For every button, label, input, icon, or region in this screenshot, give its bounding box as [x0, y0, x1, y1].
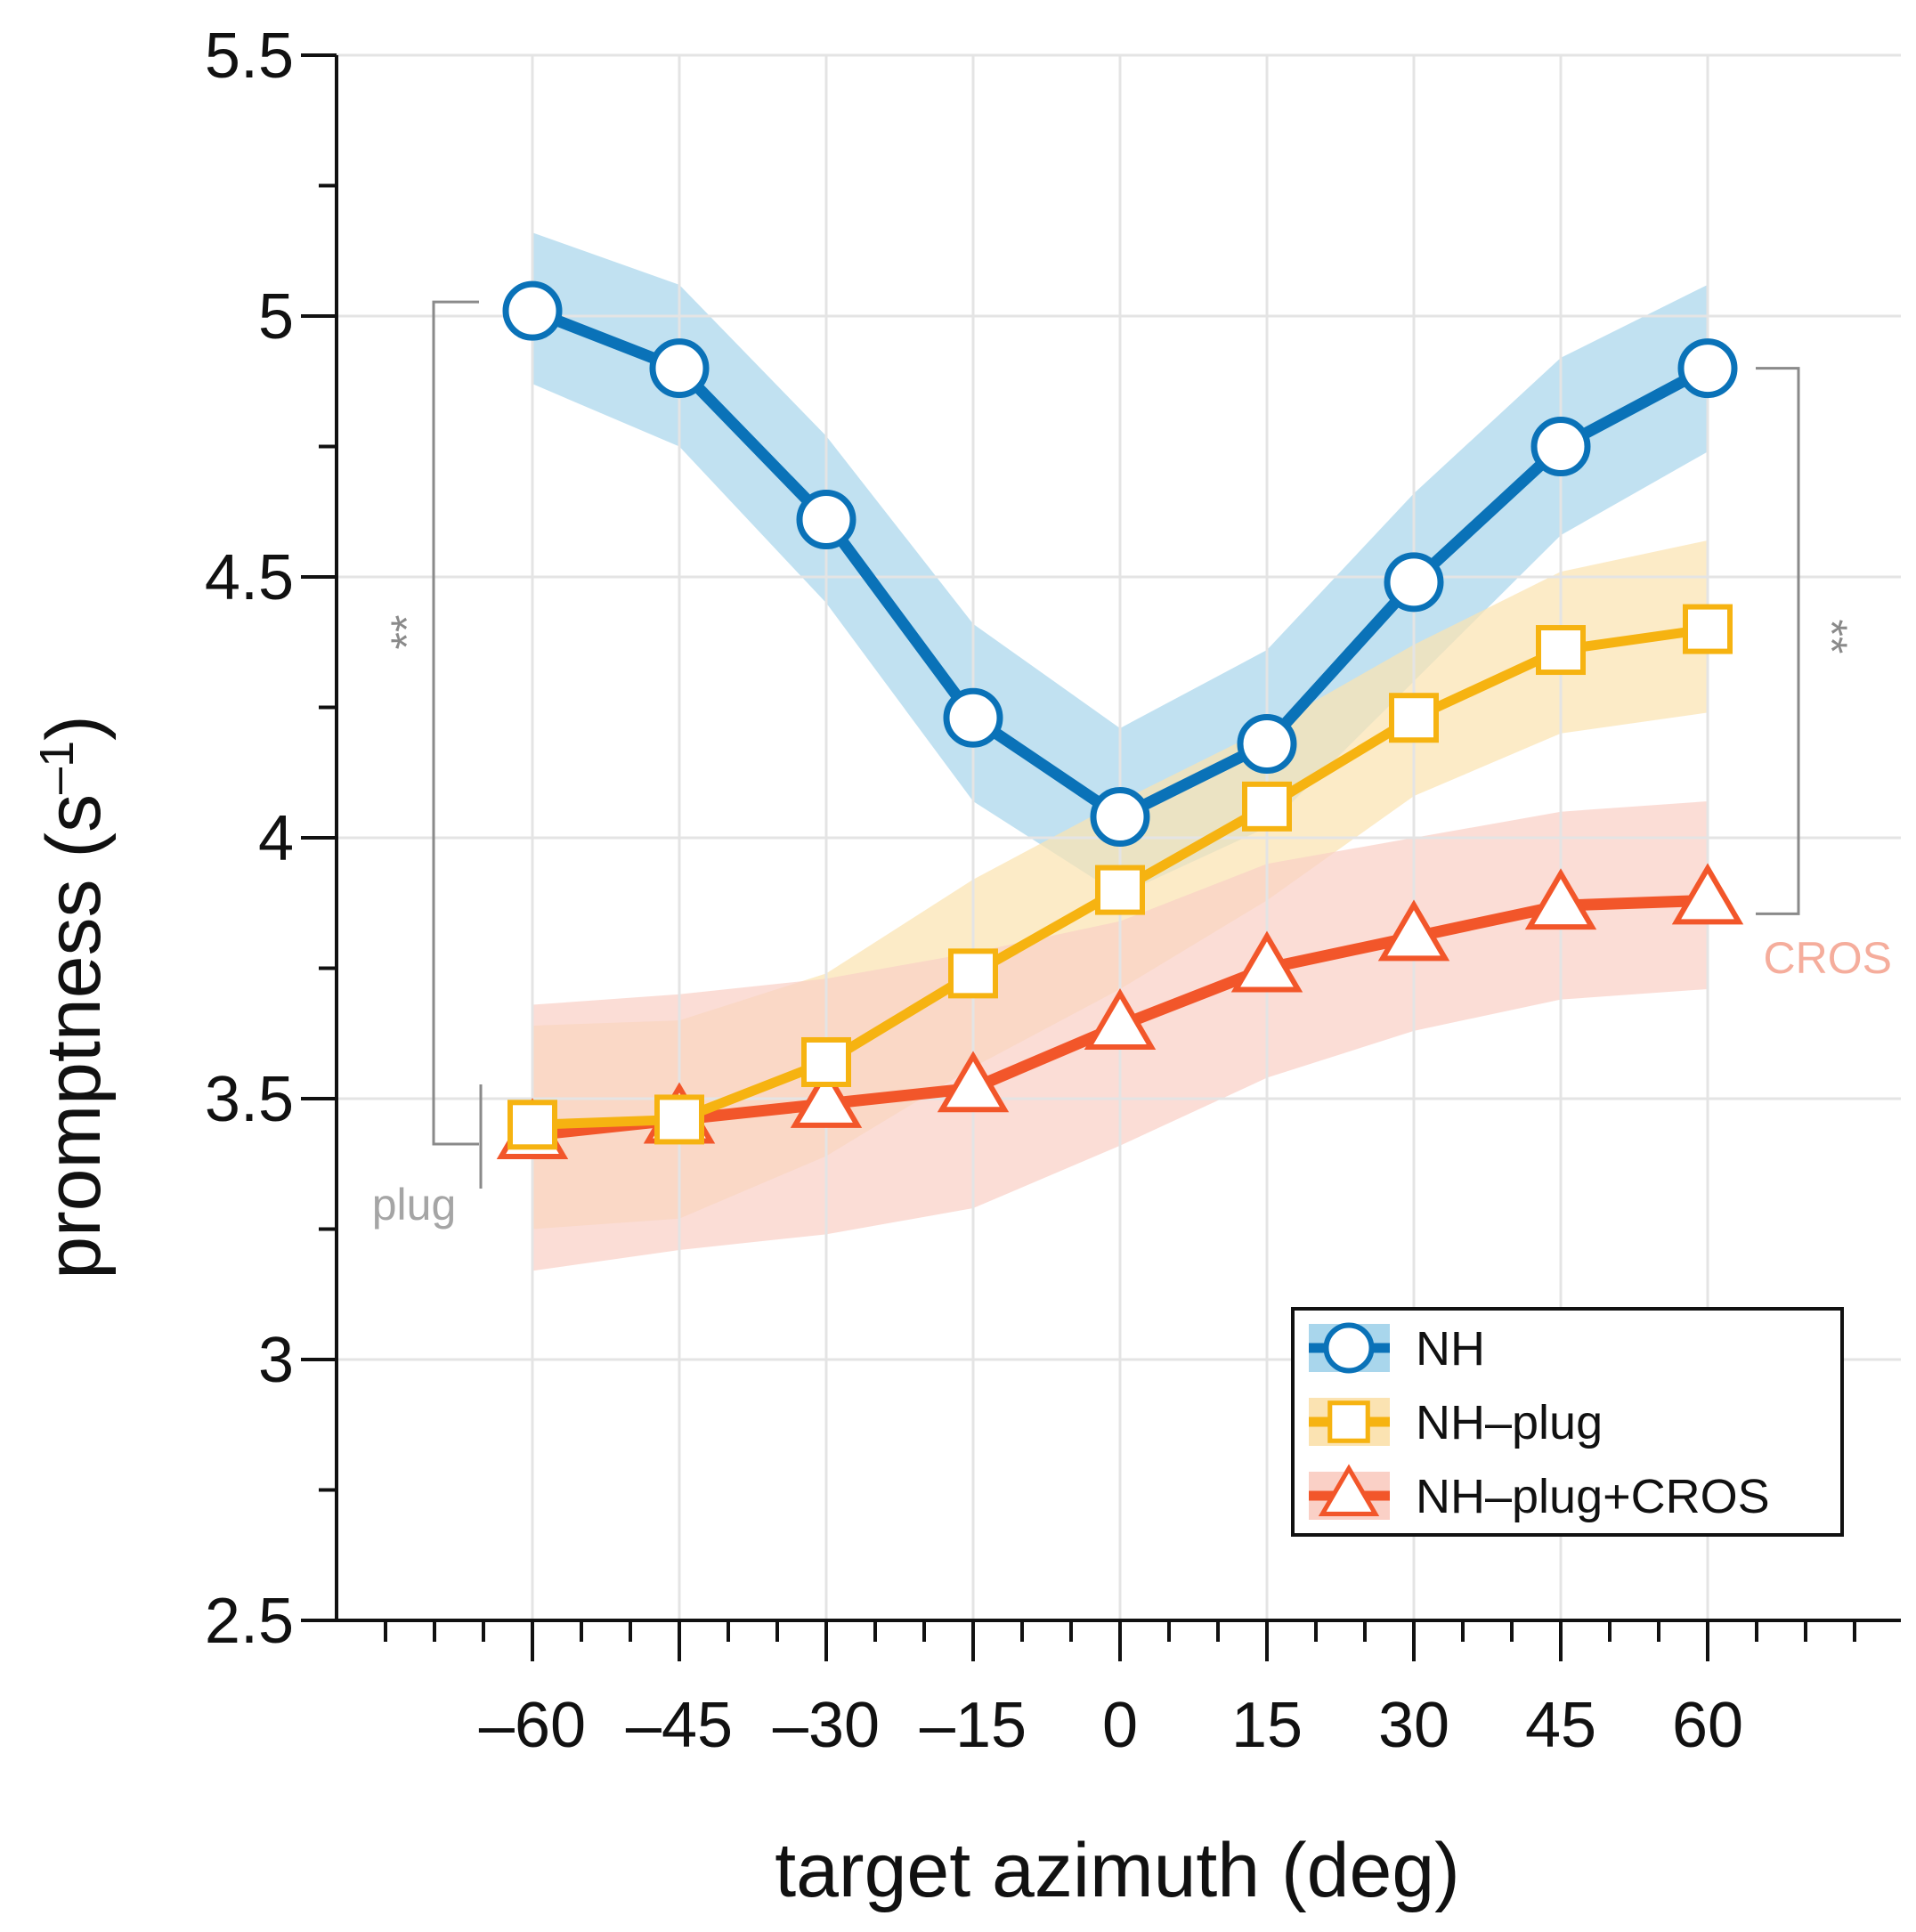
- marker-cros: [1084, 988, 1157, 1050]
- y-tick-label: 5: [258, 281, 294, 353]
- x-tick-label: –45: [626, 1690, 733, 1761]
- plug-label: plug: [372, 1180, 457, 1230]
- significance-annotations: ** plug ** CROS: [372, 300, 1892, 1230]
- marker-cros: [1230, 930, 1303, 993]
- x-axis-title: target azimuth (deg): [775, 1828, 1460, 1913]
- marker-plug: [1389, 693, 1439, 743]
- marker-cros: [1524, 868, 1597, 930]
- marker-plug: [1242, 781, 1292, 832]
- marker-nh: [1530, 417, 1591, 476]
- legend: NH NH–plug NH–plug+CROS: [1291, 1307, 1844, 1537]
- marker-plug: [801, 1036, 851, 1087]
- legend-label-plug: NH–plug: [1416, 1396, 1603, 1449]
- y-tick-label: 3.5: [205, 1064, 294, 1135]
- y-axis-title: promptness (s–1): [30, 715, 117, 1279]
- legend-label-nh: NH: [1416, 1322, 1485, 1376]
- right-significance-bracket: [1756, 367, 1800, 915]
- x-tick-label: 45: [1525, 1690, 1596, 1761]
- x-tick-label: 15: [1231, 1690, 1303, 1761]
- legend-marker-nh: [1323, 1322, 1375, 1374]
- x-tick-label: 60: [1672, 1690, 1743, 1761]
- marker-nh: [502, 280, 563, 341]
- y-axis-title-superscript: –1: [30, 741, 84, 794]
- y-tick-label: 5.5: [205, 20, 294, 92]
- y-axis-title-main: promptness (s: [31, 794, 117, 1279]
- marker-plug: [507, 1100, 557, 1150]
- marker-nh: [1384, 552, 1444, 613]
- legend-marker-group: [1323, 1322, 1375, 1374]
- marker-nh: [1237, 714, 1297, 775]
- marker-plug: [1536, 625, 1586, 676]
- marker-plug: [1683, 604, 1733, 654]
- marker-nh: [1090, 787, 1150, 848]
- x-tick-label: –30: [773, 1690, 880, 1761]
- y-tick-label: 4: [258, 803, 294, 874]
- marker-nh: [649, 338, 710, 399]
- x-tick-label: –60: [479, 1690, 586, 1761]
- x-tick-label: 30: [1378, 1690, 1449, 1761]
- series-markers: [496, 280, 1744, 1160]
- marker-cros: [1671, 863, 1744, 925]
- marker-plug: [948, 948, 998, 999]
- left-significance-bracket: [432, 300, 479, 1146]
- marker-nh: [943, 687, 1003, 748]
- cros-label: CROS: [1764, 933, 1892, 983]
- right-significance-label: **: [1806, 620, 1856, 654]
- marker-cros: [1377, 899, 1450, 962]
- x-tick-label: 0: [1102, 1690, 1138, 1761]
- x-tick-label: –15: [920, 1690, 1027, 1761]
- legend-label-cros: NH–plug+CROS: [1416, 1470, 1770, 1523]
- y-tick-label: 4.5: [205, 542, 294, 613]
- marker-plug: [654, 1094, 704, 1145]
- left-significance-label: **: [382, 615, 432, 650]
- legend-marker-plug: [1327, 1400, 1370, 1443]
- marker-nh: [1677, 338, 1738, 399]
- legend-marker-group: [1318, 1464, 1380, 1516]
- legend-marker-cros: [1318, 1464, 1380, 1516]
- y-tick-label: 2.5: [205, 1586, 294, 1657]
- legend-marker-group: [1327, 1400, 1370, 1443]
- axes: 2.5 3 3.5 4 4.5 5 5.5 –60 –45 –30 –15 0 15 30 45 60: [205, 20, 1901, 1761]
- y-tick-label: 3: [258, 1325, 294, 1396]
- y-axis-title-close: ): [31, 715, 117, 741]
- marker-plug: [1095, 865, 1145, 915]
- marker-cros: [937, 1051, 1010, 1113]
- marker-nh: [796, 490, 857, 550]
- marker-cros: [790, 1066, 863, 1128]
